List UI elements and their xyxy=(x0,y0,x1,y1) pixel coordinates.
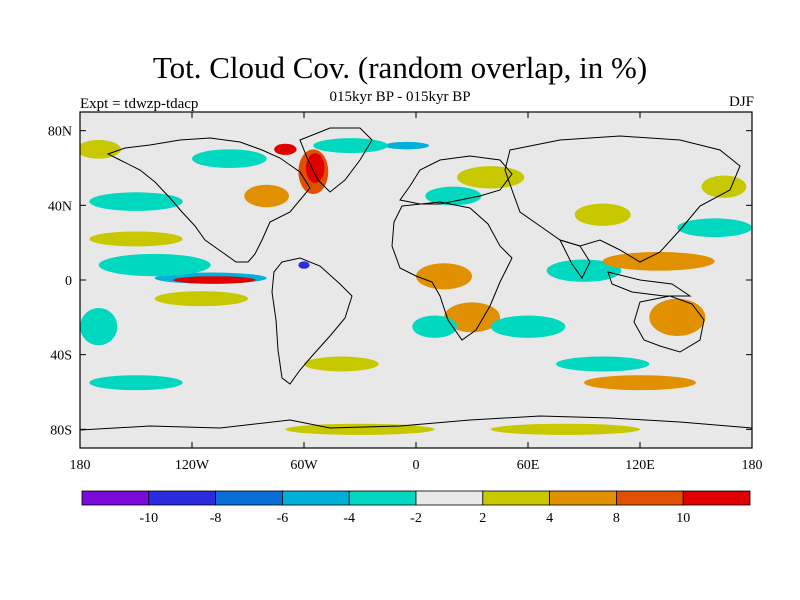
anomaly-patch xyxy=(457,166,525,189)
anomaly-patch xyxy=(649,298,706,337)
anomaly-patch xyxy=(490,423,640,435)
season-label: DJF xyxy=(728,94,754,110)
colorbar-swatch xyxy=(148,490,217,506)
anomaly-patch xyxy=(154,291,248,307)
colorbar-label: -10 xyxy=(139,511,158,526)
anomaly-patch xyxy=(304,356,379,372)
anomaly-patch xyxy=(425,186,482,206)
experiment-label: Expt = tdwzp-tdacp xyxy=(80,96,199,112)
coastline-indonesia xyxy=(607,271,692,297)
colorbar: -10 -8 -6 -4 -2 2 4 8 10 xyxy=(81,490,751,526)
anomaly-patch xyxy=(546,259,622,282)
y-tick-label: 0 xyxy=(65,274,72,289)
anomaly-patch xyxy=(98,253,211,277)
map-title: Tot. Cloud Cov. (random overlap, in %) xyxy=(152,50,648,85)
colorbar-swatch xyxy=(281,490,350,506)
coastline-africa xyxy=(391,201,513,341)
x-tick-label: 180 xyxy=(742,458,763,473)
y-tick-label: 40S xyxy=(50,349,72,364)
anomaly-patch xyxy=(602,252,715,271)
coastline-north-america xyxy=(106,137,311,263)
map-subtitle: 015kyr BP - 015kyr BP xyxy=(329,89,471,105)
anomaly-patch xyxy=(173,276,256,284)
coastline-india xyxy=(559,239,591,279)
colorbar-swatch xyxy=(81,490,150,506)
colorbar-swatch xyxy=(348,490,417,506)
anomaly-patch xyxy=(313,138,388,154)
colorbar-label: -6 xyxy=(277,511,289,526)
coastline-south-america xyxy=(271,257,353,385)
y-tick-label: 40N xyxy=(48,199,72,214)
axis-ticks: 180 120W 60W 0 60E 120E 180 80N 40N 0 40S 80S xyxy=(48,112,763,473)
coastline-australia xyxy=(633,295,705,353)
anomaly-patch xyxy=(298,261,310,269)
anomaly-patch xyxy=(584,375,696,391)
x-tick-label: 60W xyxy=(290,458,318,473)
coastlines xyxy=(80,127,752,431)
x-tick-label: 180 xyxy=(70,458,91,473)
colorbar-label: -2 xyxy=(410,511,422,526)
anomaly-patch xyxy=(80,140,122,159)
anomaly-patch xyxy=(412,315,458,338)
y-tick-label: 80S xyxy=(50,423,72,438)
colorbar-label: 10 xyxy=(676,511,690,526)
colorbar-swatch xyxy=(215,490,283,506)
anomaly-patch xyxy=(89,231,183,247)
coastline-asia xyxy=(504,135,741,263)
coastline-greenland xyxy=(299,127,373,193)
anomaly-patch xyxy=(701,175,747,198)
anomaly-patch xyxy=(89,375,183,391)
anomaly-patch xyxy=(80,308,118,346)
y-tick-label: 80N xyxy=(48,125,72,140)
anomaly-patch xyxy=(384,141,430,150)
anomaly-patch xyxy=(192,149,267,169)
anomaly-patch xyxy=(305,153,325,183)
coastline-antarctica xyxy=(80,415,752,431)
anomaly-patch xyxy=(556,356,650,372)
anomaly-patch xyxy=(89,192,183,211)
x-tick-label: 0 xyxy=(413,458,420,473)
colorbar-label: 2 xyxy=(479,511,486,526)
x-tick-label: 120W xyxy=(175,458,210,473)
anomaly-patch xyxy=(490,315,566,338)
colorbar-swatch xyxy=(616,490,684,506)
anomaly-patch xyxy=(274,143,297,155)
anomaly-patch xyxy=(677,218,752,238)
anomaly-patch xyxy=(444,302,500,333)
colorbar-swatch xyxy=(682,490,751,506)
colorbar-swatch xyxy=(482,490,550,506)
colorbar-label: -4 xyxy=(343,511,355,526)
colorbar-label: -8 xyxy=(210,511,222,526)
anomaly-patch xyxy=(416,263,472,290)
colorbar-swatch xyxy=(549,490,617,506)
x-tick-label: 120E xyxy=(625,458,655,473)
colorbar-label: 8 xyxy=(613,511,620,526)
anomaly-patch xyxy=(574,203,631,226)
cloud-anomaly-layer xyxy=(80,138,752,435)
colorbar-swatch xyxy=(415,490,484,506)
x-tick-label: 60E xyxy=(517,458,540,473)
anomaly-patch xyxy=(244,184,290,208)
coastline-europe xyxy=(399,155,513,205)
colorbar-label: 4 xyxy=(546,511,553,526)
